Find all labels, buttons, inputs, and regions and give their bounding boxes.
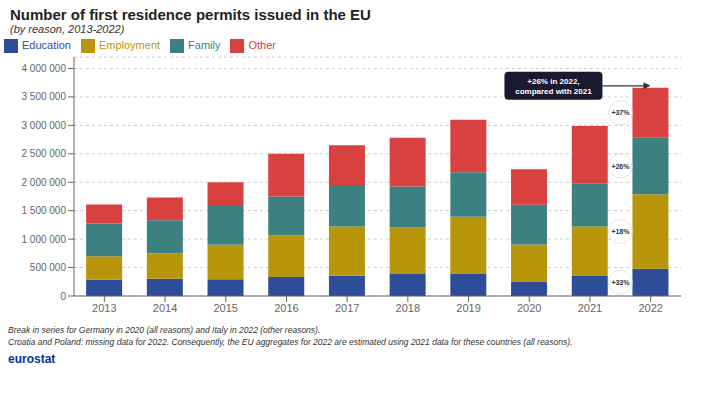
svg-text:2015: 2015: [214, 302, 238, 314]
svg-text:+33%: +33%: [611, 279, 630, 286]
html-text:Number of first residence perm: Number of first residence permits issued…: [10, 6, 371, 23]
svg-text:+26%: +26%: [611, 163, 630, 170]
svg-text:+26% in 2022,compared with 202: +26% in 2022,compared with 2021: [515, 77, 592, 96]
html-text:Family: Family: [188, 39, 221, 51]
svg-text:+18%: +18%: [611, 228, 630, 235]
html-text:Croatia and Poland: missing da: Croatia and Poland: missing data for 202…: [8, 337, 573, 347]
html-text:(by reason, 2013-2022): (by reason, 2013-2022): [10, 23, 125, 35]
svg-text:+37%: +37%: [611, 109, 630, 116]
svg-text:2 000 000: 2 000 000: [22, 177, 67, 188]
svg-text:2 500 000: 2 500 000: [22, 148, 67, 159]
svg-text:500 000: 500 000: [30, 262, 67, 273]
svg-text:3 500 000: 3 500 000: [22, 91, 67, 102]
html-text:Education: Education: [22, 39, 71, 51]
svg-text:2013: 2013: [92, 302, 116, 314]
html-text:Employment: Employment: [98, 39, 161, 51]
svg-text:2022: 2022: [638, 302, 662, 314]
svg-text:1 000 000: 1 000 000: [22, 234, 67, 245]
svg-text:1 500 000: 1 500 000: [22, 205, 67, 216]
svg-text:2019: 2019: [456, 302, 480, 314]
svg-text:2021: 2021: [578, 302, 602, 314]
svg-text:2017: 2017: [335, 302, 359, 314]
svg-text:3 000 000: 3 000 000: [22, 120, 67, 131]
svg-text:2014: 2014: [153, 302, 177, 314]
html-text:Other: Other: [248, 39, 276, 51]
svg-text:4 000 000: 4 000 000: [22, 63, 67, 74]
html-text:eurostat: eurostat: [8, 352, 56, 366]
svg-text:2020: 2020: [517, 302, 541, 314]
html-text:Break in series for Germany in: Break in series for Germany in 2020 (all…: [8, 325, 321, 335]
svg-text:2018: 2018: [396, 302, 420, 314]
svg-text:0: 0: [60, 291, 66, 302]
svg-text:2016: 2016: [274, 302, 298, 314]
